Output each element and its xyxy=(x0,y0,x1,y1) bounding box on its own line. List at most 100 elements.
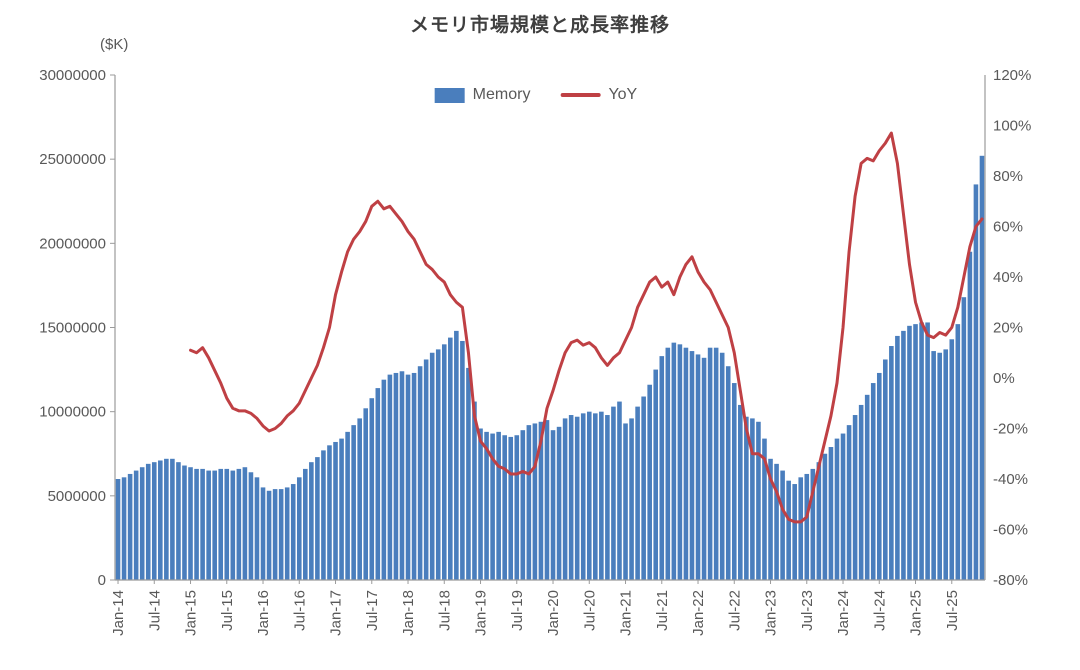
memory-bar xyxy=(574,416,580,580)
left-axis-tick-label: 10000000 xyxy=(39,404,106,421)
x-axis-tick-label: Jan-25 xyxy=(908,590,925,636)
memory-bar xyxy=(472,401,477,580)
memory-bar xyxy=(816,462,822,580)
x-axis-tick-label: Jan-19 xyxy=(473,590,490,636)
memory-bar xyxy=(145,463,151,580)
memory-bar xyxy=(949,339,955,580)
memory-bar xyxy=(466,367,471,580)
memory-bar xyxy=(611,406,616,580)
yoy-line xyxy=(189,131,984,524)
memory-bar xyxy=(236,468,242,580)
memory-bar xyxy=(284,487,290,580)
left-axis-tick-label: 5000000 xyxy=(48,488,106,505)
right-axis-tick-label: -80% xyxy=(993,572,1028,589)
memory-bar xyxy=(158,460,163,580)
memory-bar xyxy=(278,489,284,580)
x-axis-tick-label: Jan-15 xyxy=(183,590,200,636)
x-axis-tick-label: Jan-23 xyxy=(763,590,780,636)
left-axis-tick-label: 30000000 xyxy=(39,67,106,84)
x-axis-tick-label: Jul-23 xyxy=(799,590,816,631)
left-axis-unit-label: ($K) xyxy=(100,36,129,53)
memory-bar xyxy=(943,349,949,580)
memory-bar xyxy=(206,470,211,580)
memory-bar xyxy=(508,436,514,580)
memory-bar xyxy=(387,374,393,580)
memory-bar xyxy=(623,423,628,580)
memory-bar xyxy=(194,468,199,580)
memory-bar xyxy=(810,468,816,580)
memory-bar xyxy=(454,330,459,580)
memory-bar xyxy=(260,487,266,580)
memory-bar xyxy=(864,394,870,580)
memory-bar xyxy=(931,351,936,580)
right-axis-tick-label: 100% xyxy=(993,118,1031,135)
memory-bar xyxy=(913,324,918,580)
memory-legend-label: Memory xyxy=(472,86,531,103)
memory-bar xyxy=(357,418,362,580)
x-axis-tick-label: Jul-18 xyxy=(436,590,453,631)
x-axis-tick-label: Jul-25 xyxy=(944,590,961,631)
memory-bar xyxy=(435,349,441,580)
memory-bar xyxy=(870,383,876,580)
chart-title: メモリ市場規模と成長率推移 xyxy=(409,15,670,36)
memory-bar xyxy=(725,366,731,580)
memory-bar xyxy=(707,347,713,580)
memory-bar xyxy=(967,251,973,580)
memory-bar xyxy=(127,473,133,580)
legend-item-yoy: YoY xyxy=(560,86,637,104)
memory-bar xyxy=(786,480,791,580)
memory-bar xyxy=(937,352,942,580)
memory-bar xyxy=(200,468,205,580)
memory-bar xyxy=(695,354,701,580)
memory-bar xyxy=(363,408,369,580)
memory-bar xyxy=(490,433,495,580)
memory-bar xyxy=(840,433,846,580)
memory-bar xyxy=(822,453,828,580)
yoy-legend-label: YoY xyxy=(608,86,638,103)
left-axis-tick-label: 0 xyxy=(98,572,106,589)
yoy-legend-swatch-icon xyxy=(560,93,601,97)
memory-bar xyxy=(593,413,598,580)
memory-bar xyxy=(605,415,610,580)
memory-bar xyxy=(599,411,604,580)
memory-bar xyxy=(756,421,761,580)
memory-bar xyxy=(876,372,882,580)
memory-bar xyxy=(121,477,127,580)
right-axis-tick-label: 80% xyxy=(993,168,1023,185)
memory-bar xyxy=(212,470,217,580)
memory-bar xyxy=(828,447,834,580)
memory-bar xyxy=(266,490,272,580)
memory-bar xyxy=(532,423,538,580)
memory-bar xyxy=(774,463,779,580)
x-axis-tick-label: Jul-14 xyxy=(146,590,163,631)
x-axis-tick-label: Jul-19 xyxy=(509,590,526,631)
memory-bar xyxy=(719,352,725,580)
memory-bar xyxy=(665,347,671,580)
memory-bar xyxy=(115,479,121,580)
memory-bar xyxy=(568,415,574,580)
memory-bar xyxy=(351,425,356,580)
memory-bar xyxy=(478,428,483,580)
memory-bar xyxy=(907,325,912,580)
memory-bar xyxy=(846,425,852,580)
x-axis-tick-label: Jan-18 xyxy=(400,590,417,636)
memory-bar xyxy=(441,344,447,580)
memory-bar xyxy=(514,435,520,580)
memory-bar xyxy=(580,413,586,580)
memory-bar xyxy=(744,416,749,580)
memory-bar xyxy=(538,421,544,580)
x-axis-tick-label: Jan-20 xyxy=(545,590,562,636)
memory-bar xyxy=(176,462,181,580)
memory-bar xyxy=(327,445,332,580)
memory-bar xyxy=(303,468,308,580)
memory-bar xyxy=(151,462,157,580)
memory-bar xyxy=(272,489,278,580)
memory-bar xyxy=(889,346,894,580)
memory-bar xyxy=(411,372,417,580)
memory-bar xyxy=(345,431,350,580)
x-axis-tick-label: Jan-21 xyxy=(618,590,635,636)
right-axis-tick-label: 20% xyxy=(993,320,1023,337)
memory-bar xyxy=(333,441,338,580)
memory-bar xyxy=(321,450,326,580)
